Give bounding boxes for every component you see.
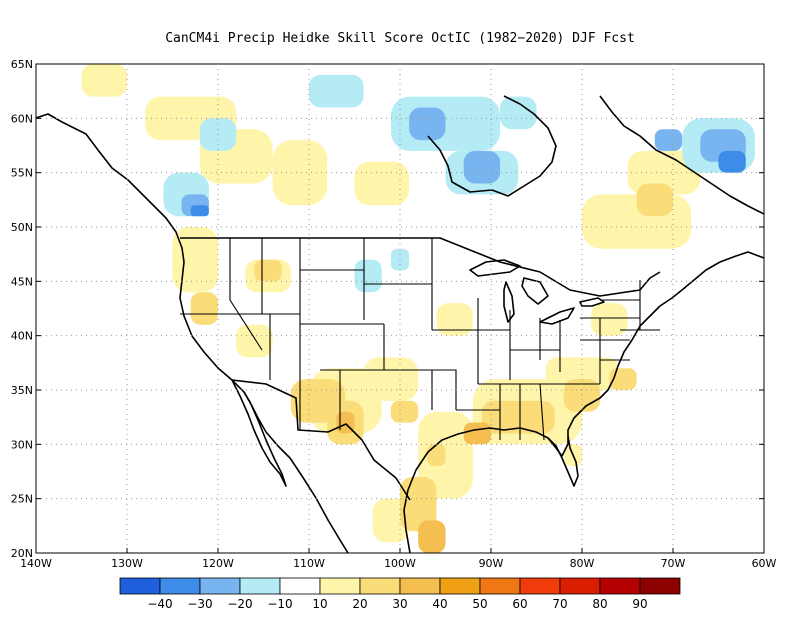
colorbar-swatch bbox=[239, 577, 281, 595]
colorbar-label: 80 bbox=[592, 597, 607, 611]
skill-cell-level-3 bbox=[463, 422, 491, 445]
lat-tick-label: 35N bbox=[11, 384, 33, 397]
skill-cell-level-1 bbox=[591, 303, 628, 336]
skill-cell-level-1 bbox=[81, 64, 127, 97]
lon-tick-label: 140W bbox=[20, 557, 52, 570]
skill-cell-level-2 bbox=[400, 476, 437, 532]
colorbar: −40 −30 −20 −10 10 20 30 40 50 60 70 80 90 bbox=[119, 577, 681, 611]
lake-ontario bbox=[579, 297, 605, 307]
coastlines-and-borders bbox=[36, 95, 764, 553]
colorbar-label: 70 bbox=[552, 597, 567, 611]
skill-cell-level-2 bbox=[390, 400, 419, 423]
skill-cell-level--2 bbox=[463, 150, 501, 184]
lon-tick-label: 130W bbox=[111, 557, 143, 570]
skill-cell-level--2 bbox=[409, 107, 446, 141]
lon-tick-label: 120W bbox=[202, 557, 234, 570]
florida-coastline bbox=[547, 435, 579, 487]
state-borders bbox=[180, 238, 660, 441]
us-mexico-border bbox=[231, 379, 411, 501]
skill-cell-level-2 bbox=[254, 259, 282, 282]
lon-tick-label: 60W bbox=[752, 557, 777, 570]
lat-tick-label: 60N bbox=[11, 112, 33, 125]
skill-cell-level--1 bbox=[500, 96, 537, 130]
skill-cell-level--3 bbox=[718, 150, 746, 173]
skill-cell-level-2 bbox=[427, 444, 446, 466]
colorbar-swatch bbox=[639, 577, 681, 595]
colorbar-label: 40 bbox=[432, 597, 447, 611]
baja-coastline bbox=[231, 379, 287, 487]
lon-tick-label: 100W bbox=[384, 557, 416, 570]
lat-tick-label: 50N bbox=[11, 221, 33, 234]
lat-tick-label: 65N bbox=[11, 58, 33, 71]
lake-michigan bbox=[503, 281, 515, 323]
skill-cell-level-3 bbox=[418, 520, 446, 553]
colorbar-swatch bbox=[319, 577, 361, 595]
pacific-coastline bbox=[36, 113, 349, 553]
state-lines-central bbox=[384, 298, 601, 441]
skill-cell-level-1 bbox=[436, 303, 473, 336]
colorbar-label: 60 bbox=[512, 597, 527, 611]
gulf-coastline bbox=[403, 305, 661, 553]
lon-tick-label: 80W bbox=[570, 557, 595, 570]
skill-cell-level-1 bbox=[272, 140, 328, 206]
skill-cell-level--3 bbox=[190, 205, 209, 217]
lon-tick-label: 90W bbox=[479, 557, 504, 570]
lat-tick-label: 45N bbox=[11, 275, 33, 288]
colorbar-swatch bbox=[519, 577, 561, 595]
lon-tick-label: 70W bbox=[661, 557, 686, 570]
lat-tick-label: 25N bbox=[11, 493, 33, 506]
lake-huron bbox=[521, 277, 549, 305]
us-canada-border bbox=[180, 237, 661, 297]
colorbar-label: −20 bbox=[227, 597, 252, 611]
colorbar-label: −40 bbox=[147, 597, 172, 611]
lake-erie bbox=[539, 307, 575, 325]
state-lines-west bbox=[180, 238, 433, 430]
colorbar-swatch bbox=[359, 577, 401, 595]
colorbar-swatch bbox=[279, 577, 321, 595]
colorbar-swatch bbox=[479, 577, 521, 595]
skill-cell-level-2 bbox=[636, 183, 673, 217]
lat-tick-label: 20N bbox=[11, 547, 33, 560]
lake-superior bbox=[469, 259, 521, 277]
colorbar-label: −10 bbox=[267, 597, 292, 611]
skill-cell-level-1 bbox=[172, 227, 218, 293]
map-title: CanCM4i Precip Heidke Skill Score OctIC … bbox=[165, 31, 635, 46]
atlantic-coastline bbox=[659, 251, 764, 307]
colorbar-swatch bbox=[399, 577, 441, 595]
skill-cell-level-1 bbox=[354, 161, 410, 206]
colorbar-label: 20 bbox=[352, 597, 367, 611]
colorbar-swatch bbox=[559, 577, 601, 595]
skill-cell-level--1 bbox=[309, 74, 364, 108]
colorbar-label: 30 bbox=[392, 597, 407, 611]
state-lines-east bbox=[580, 280, 660, 361]
colorbar-label: 50 bbox=[472, 597, 487, 611]
skill-cell-level-1 bbox=[363, 357, 419, 401]
skill-cell-level--2 bbox=[654, 129, 683, 151]
colorbar-swatch bbox=[599, 577, 641, 595]
lon-tick-label: 110W bbox=[293, 557, 325, 570]
colorbar-label: 90 bbox=[632, 597, 647, 611]
hudson-bay-coastline bbox=[427, 95, 557, 197]
labrador-coastline bbox=[599, 95, 764, 215]
skill-cell-level-1 bbox=[236, 324, 273, 358]
skill-cell-level-2 bbox=[190, 292, 218, 325]
skill-cell-level--1 bbox=[354, 259, 382, 293]
lat-tick-label: 55N bbox=[11, 167, 33, 180]
lat-tick-label: 40N bbox=[11, 330, 33, 343]
skill-cell-level-1 bbox=[627, 150, 701, 195]
colorbar-swatch bbox=[119, 577, 161, 595]
colorbar-swatch bbox=[199, 577, 241, 595]
colorbar-label: 10 bbox=[312, 597, 327, 611]
colorbar-swatch bbox=[439, 577, 481, 595]
colorbar-label: −30 bbox=[187, 597, 212, 611]
lat-tick-label: 30N bbox=[11, 438, 33, 451]
colorbar-swatch bbox=[159, 577, 201, 595]
